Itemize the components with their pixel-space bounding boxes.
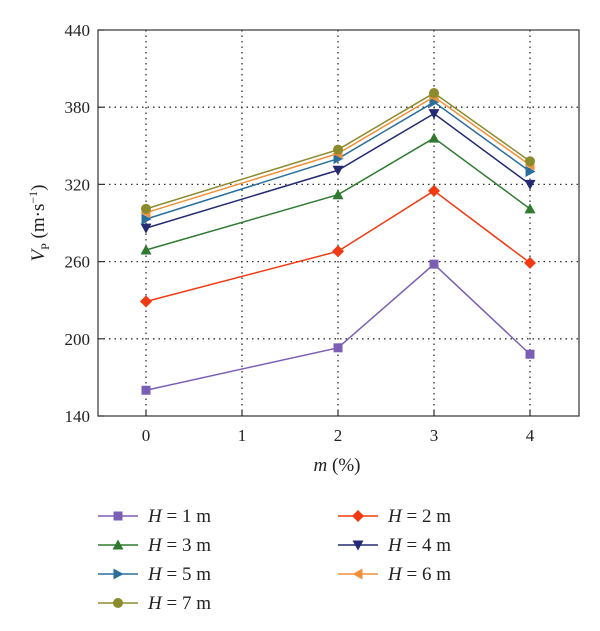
data-point [333,144,343,155]
legend-item: H = 3 m [98,535,211,556]
series-line [145,92,531,210]
legend-marker [352,510,364,522]
data-point [141,203,151,214]
y-tick-label: 320 [65,175,91,194]
y-axis-ticks: 140 200 260 320 380 440 [65,21,104,426]
data-point [140,295,152,308]
data-point [429,259,439,269]
data-point [332,245,344,258]
series-line [145,263,531,391]
legend-marker [113,598,123,608]
legend-item: H = 1 m [98,506,211,527]
legend-item: H = 5 m [98,564,211,585]
x-tick-label: 4 [526,426,535,445]
series-line [145,101,531,220]
y-tick-label: 380 [65,98,91,117]
legend-marker [113,568,124,580]
x-axis-label: m (%) [314,455,361,476]
x-tick-label: 2 [334,426,343,445]
data-point [332,165,344,176]
data-point [525,349,535,359]
legend-label: H = 4 m [387,535,451,556]
data-point [524,179,536,190]
data-point [428,109,440,120]
series-line [145,112,531,229]
legend-item: H = 7 m [98,593,211,614]
legend-item: H = 2 m [338,506,451,527]
series-2 [140,184,536,308]
legend-label: H = 2 m [387,506,451,527]
data-point [141,385,151,395]
data-point [429,88,439,99]
series-5 [141,96,536,225]
legend-label: H = 7 m [147,593,211,614]
series-line [145,137,531,251]
data-point [525,156,535,167]
legend: H = 1 m H = 2 m H = 3 m H = 4 m H = 5 m H = 6… [98,506,451,614]
data-point [429,96,440,108]
data-point [140,223,152,234]
grid [98,30,579,416]
y-tick-label: 140 [65,407,91,426]
legend-item: H = 4 m [338,535,451,556]
series-1 [141,259,535,395]
x-tick-label: 1 [238,426,247,445]
data-point [524,203,536,214]
legend-label: H = 5 m [147,564,211,585]
x-tick-label: 0 [142,426,151,445]
y-tick-label: 260 [65,253,91,272]
series-4 [140,109,536,234]
series-7 [141,88,535,214]
data-point [428,132,440,143]
data-point [428,184,440,197]
legend-label: H = 1 m [147,506,211,527]
legend-item: H = 6 m [338,564,451,585]
legend-label: H = 3 m [147,535,211,556]
y-tick-label: 440 [65,21,91,40]
data-point [524,256,536,269]
series-line [145,96,531,214]
data-point [333,153,344,165]
x-axis-ticks: 0 1 2 3 4 [142,410,535,445]
y-axis-label: VP (m·s−1) [26,185,52,262]
data-point [140,244,152,255]
series-group [140,88,536,395]
legend-marker [113,511,123,521]
legend-marker [352,568,363,580]
series-line [145,189,531,303]
y-tick-label: 200 [65,330,91,349]
data-point [141,213,152,225]
series-3 [140,132,536,255]
legend-marker [112,539,124,550]
legend-label: H = 6 m [387,564,451,585]
data-point [332,189,344,200]
data-point [525,166,536,178]
legend-marker [352,540,364,551]
x-tick-label: 3 [430,426,439,445]
data-point [333,343,343,353]
